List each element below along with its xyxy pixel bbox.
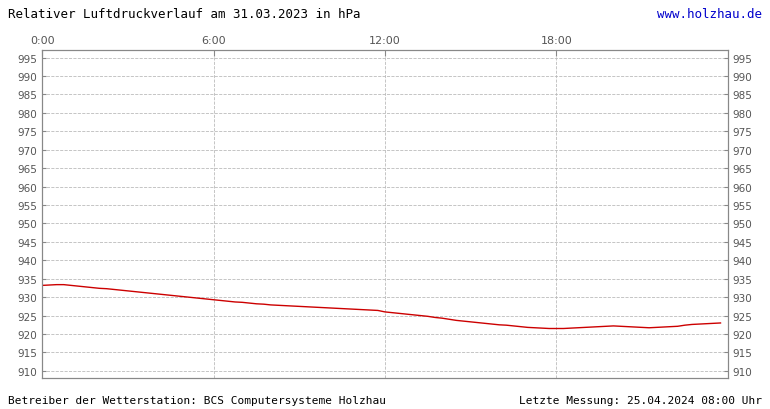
Text: Betreiber der Wetterstation: BCS Computersysteme Holzhau: Betreiber der Wetterstation: BCS Compute…: [8, 395, 386, 405]
Text: www.holzhau.de: www.holzhau.de: [658, 8, 762, 21]
Text: Letzte Messung: 25.04.2024 08:00 Uhr: Letzte Messung: 25.04.2024 08:00 Uhr: [519, 395, 762, 405]
Text: Relativer Luftdruckverlauf am 31.03.2023 in hPa: Relativer Luftdruckverlauf am 31.03.2023…: [8, 8, 360, 21]
